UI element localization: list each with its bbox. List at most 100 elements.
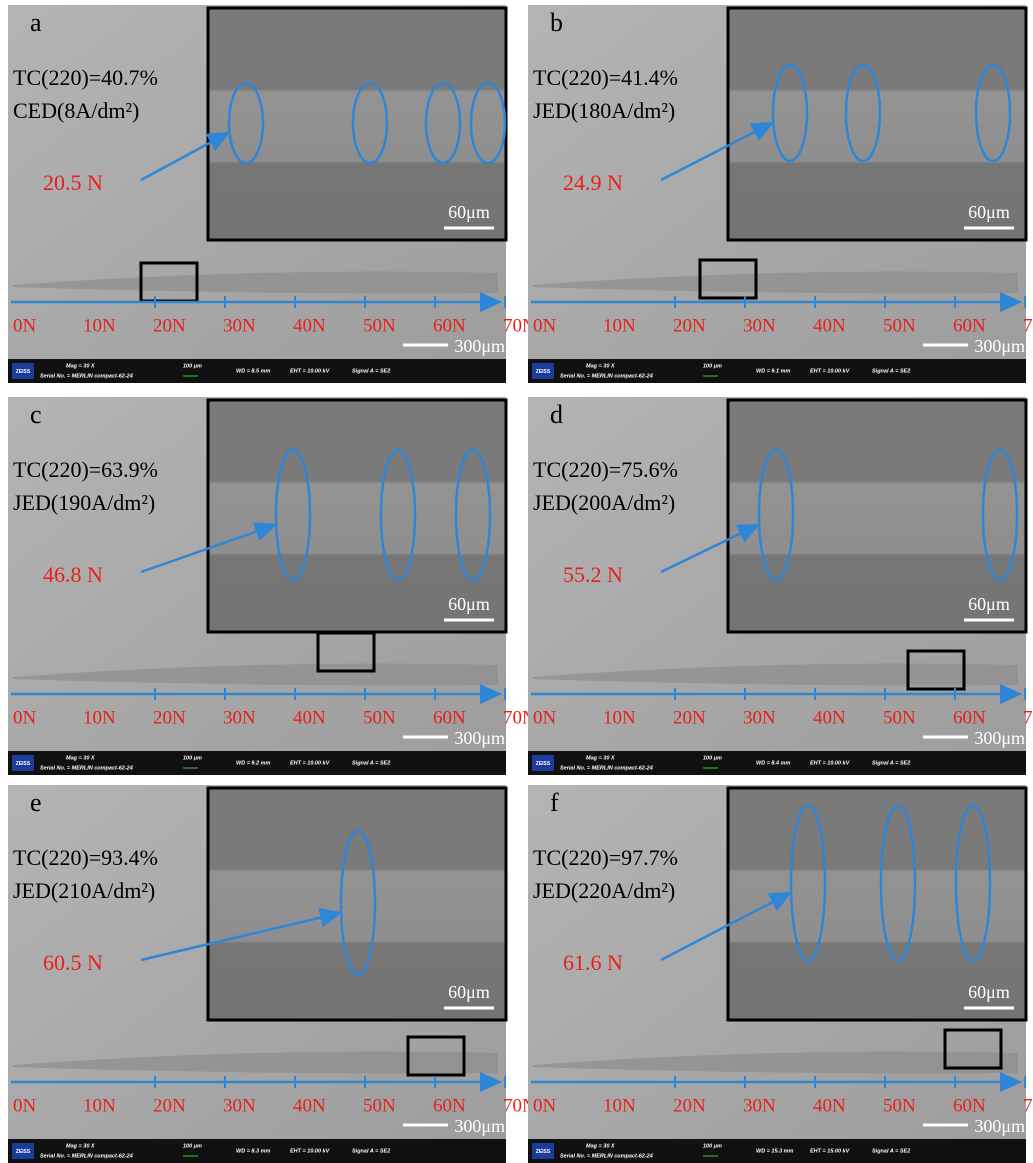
axis-tick-label: 70N <box>1023 707 1033 728</box>
current-label: JED(200A/dm²) <box>533 490 675 515</box>
axis-tick-label: 50N <box>363 707 396 728</box>
axis-tick-label: 40N <box>813 1095 846 1116</box>
axis-tick-label: 50N <box>883 315 916 336</box>
inset-scale-label: 60μm <box>968 202 1010 222</box>
info-wd: WD = 8.4 mm <box>756 760 790 766</box>
axis-tick-label: 50N <box>363 1095 396 1116</box>
current-label: JED(190A/dm²) <box>13 490 155 515</box>
axis-tick-label: 60N <box>433 315 466 336</box>
info-signal: Signal A = SE2 <box>872 760 910 766</box>
tc-label: TC(220)=63.9% <box>13 457 158 482</box>
axis-tick-label: 20N <box>153 1095 186 1116</box>
scale-label: 300μm <box>454 336 505 356</box>
brand: ZEISS <box>536 761 551 767</box>
critical-load: 24.9 N <box>563 170 623 195</box>
panel-letter: c <box>30 400 42 429</box>
axis-tick-label: 40N <box>813 315 846 336</box>
current-label: CED(8A/dm²) <box>13 98 139 123</box>
current-label: JED(220A/dm²) <box>533 878 675 903</box>
axis-tick-label: 40N <box>293 315 326 336</box>
info-wd: WD = 8.3 mm <box>236 1148 270 1154</box>
axis-tick-label: 20N <box>673 1095 706 1116</box>
axis-tick-label: 40N <box>293 1095 326 1116</box>
info-mag: Mag = 30 X <box>66 755 95 761</box>
panel: 60μmfTC(220)=97.7%JED(220A/dm²)61.6 N0N1… <box>528 785 1033 1163</box>
axis-tick-label: 0N <box>13 1095 37 1116</box>
axis-tick-label: 60N <box>433 707 466 728</box>
brand: ZEISS <box>536 1149 551 1155</box>
info-serial: Serial No. = MERLIN compact-62-24 <box>560 1153 653 1159</box>
info-serial: Serial No. = MERLIN compact-62-24 <box>40 1153 133 1159</box>
axis-tick-label: 30N <box>743 707 776 728</box>
info-serial: Serial No. = MERLIN compact-62-24 <box>560 373 653 379</box>
info-mag: Mag = 30 X <box>586 363 615 369</box>
panel-letter: b <box>550 8 563 37</box>
axis-tick-label: 40N <box>813 707 846 728</box>
inset-scale-label: 60μm <box>448 982 490 1002</box>
axis-tick-label: 20N <box>153 315 186 336</box>
info-bar: 100 μm <box>703 363 722 369</box>
axis-tick-label: 60N <box>433 1095 466 1116</box>
axis-tick-label: 60N <box>953 315 986 336</box>
panel-letter: a <box>30 8 42 37</box>
scale-label: 300μm <box>974 1116 1025 1136</box>
info-wd: WD = 8.5 mm <box>236 368 270 374</box>
axis-tick-label: 30N <box>223 1095 256 1116</box>
info-bar: 100 μm <box>703 1143 722 1149</box>
info-serial: Serial No. = MERLIN compact-62-24 <box>40 373 133 379</box>
axis-tick-label: 10N <box>603 707 636 728</box>
panel-letter: e <box>30 788 42 817</box>
info-signal: Signal A = SE2 <box>352 368 390 374</box>
axis-tick-label: 30N <box>223 315 256 336</box>
critical-load: 60.5 N <box>43 950 103 975</box>
axis-tick-label: 60N <box>953 707 986 728</box>
critical-load: 20.5 N <box>43 170 103 195</box>
axis-tick-label: 10N <box>83 1095 116 1116</box>
axis-tick-label: 10N <box>603 1095 636 1116</box>
info-serial: Serial No. = MERLIN compact-62-24 <box>40 765 133 771</box>
tc-label: TC(220)=97.7% <box>533 845 678 870</box>
info-eht: EHT = 15.00 kV <box>810 1148 851 1154</box>
axis-tick-label: 20N <box>673 707 706 728</box>
inset-scale-label: 60μm <box>448 594 490 614</box>
info-eht: EHT = 10.00 kV <box>810 760 851 766</box>
scale-label: 300μm <box>454 1116 505 1136</box>
axis-tick-label: 10N <box>83 315 116 336</box>
critical-load: 55.2 N <box>563 562 623 587</box>
axis-tick-label: 30N <box>743 315 776 336</box>
critical-load: 61.6 N <box>563 950 623 975</box>
brand: ZEISS <box>16 1149 31 1155</box>
panel-letter: d <box>550 400 563 429</box>
axis-tick-label: 60N <box>953 1095 986 1116</box>
brand: ZEISS <box>536 369 551 375</box>
info-serial: Serial No. = MERLIN compact-62-24 <box>560 765 653 771</box>
info-mag: Mag = 30 X <box>66 1143 95 1149</box>
axis-tick-label: 70N <box>1023 315 1033 336</box>
axis-tick-label: 30N <box>743 1095 776 1116</box>
axis-tick-label: 50N <box>883 707 916 728</box>
info-bar: 100 μm <box>703 755 722 761</box>
tc-label: TC(220)=40.7% <box>13 65 158 90</box>
axis-tick-label: 20N <box>673 315 706 336</box>
info-signal: Signal A = SE2 <box>872 368 910 374</box>
info-mag: Mag = 30 X <box>66 363 95 369</box>
info-wd: WD = 15.3 mm <box>756 1148 794 1154</box>
axis-tick-label: 10N <box>603 315 636 336</box>
figure: 60μm a TC(220)=40.7% CED(8A/dm²) 20.5 N 0N 10N… <box>0 0 1033 1163</box>
axis-tick-label: 40N <box>293 707 326 728</box>
axis-tick-label: 0N <box>13 707 37 728</box>
axis-tick-label: 50N <box>883 1095 916 1116</box>
critical-load: 46.8 N <box>43 562 103 587</box>
info-bar: 100 μm <box>183 755 202 761</box>
info-bar: 100 μm <box>183 363 202 369</box>
brand: ZEISS <box>16 761 31 767</box>
info-mag: Mag = 30 X <box>586 1143 615 1149</box>
axis-tick-label: 0N <box>533 707 557 728</box>
inset-scale-label: 60μm <box>968 982 1010 1002</box>
info-eht: EHT = 10.00 kV <box>290 368 331 374</box>
info-signal: Signal A = SE2 <box>352 760 390 766</box>
axis-tick-label: 50N <box>363 315 396 336</box>
